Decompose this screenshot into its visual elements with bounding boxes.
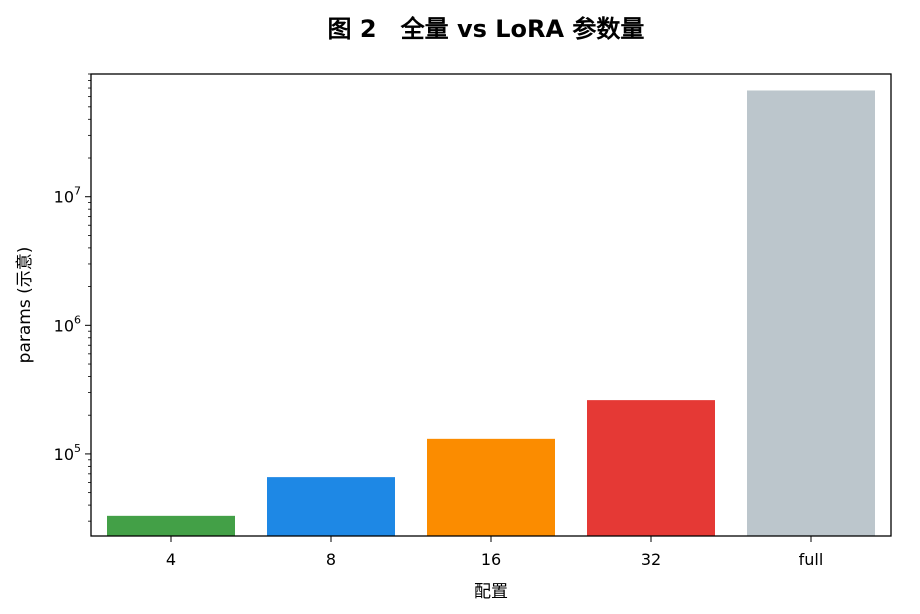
x-tick-label: full (799, 550, 824, 569)
bar-8 (267, 477, 395, 536)
y-axis-label: params (示意) (15, 247, 35, 364)
bar-16 (427, 438, 555, 536)
y-tick-label: 107 (54, 185, 81, 207)
bars-layer (107, 90, 875, 537)
x-axis-label: 配置 (474, 582, 508, 602)
chart-title: 图 2 全量 vs LoRA 参数量 (328, 15, 645, 43)
y-tick-label: 105 (54, 442, 81, 464)
bar-32 (587, 400, 715, 536)
y-tick-label: 106 (54, 313, 81, 335)
bar-full (747, 90, 875, 537)
x-axis: 4 8 16 32 full (166, 536, 823, 569)
x-tick-label: 4 (166, 550, 176, 569)
x-tick-label: 8 (326, 550, 336, 569)
x-tick-label: 16 (481, 550, 501, 569)
x-tick-label: 32 (641, 550, 661, 569)
y-axis: 105 106 107 (54, 73, 91, 522)
bar-4 (107, 515, 235, 536)
